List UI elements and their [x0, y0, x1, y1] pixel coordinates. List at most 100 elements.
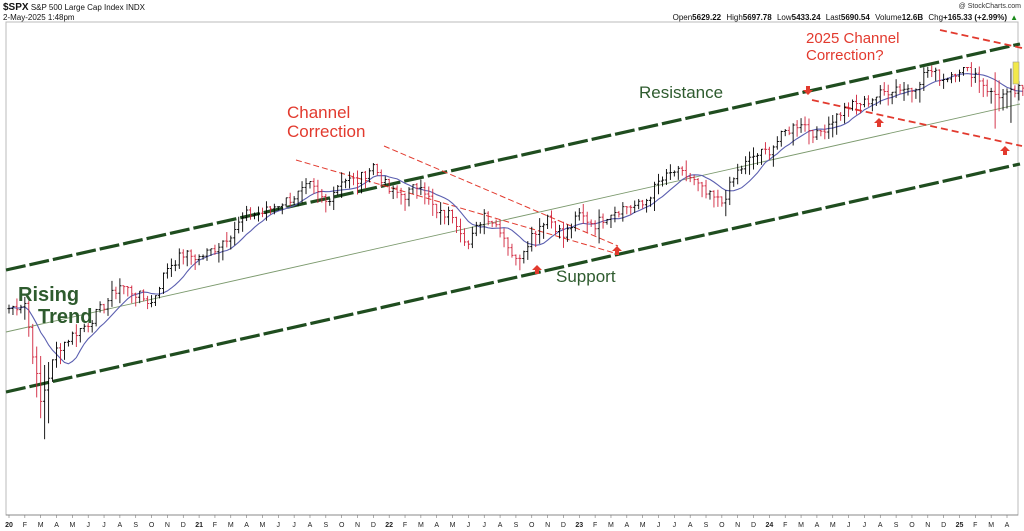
correction-2025-line2: Correction?	[806, 46, 884, 64]
x-tick-label: A	[434, 522, 439, 529]
x-tick-label: M	[260, 522, 266, 529]
x-tick-label: O	[719, 522, 725, 529]
channel-correction-line2: Correction	[287, 121, 366, 141]
open-value: 5629.22	[692, 13, 722, 22]
x-tick-label: S	[704, 522, 709, 529]
channel-correction-line1: Channel	[287, 103, 351, 122]
x-tick-label: M	[69, 522, 75, 529]
resistance-arrow	[803, 86, 813, 95]
x-tick-label: O	[149, 522, 155, 529]
open-label: Open	[672, 13, 693, 22]
datetime-row: 2-May-2025 1:48pm	[3, 13, 1024, 22]
correction-2022-upper-line	[383, 145, 619, 247]
x-tick-label: J	[277, 522, 281, 529]
x-tick-label: F	[23, 522, 27, 529]
x-tick-label: M	[830, 522, 836, 529]
x-tick-label: J	[863, 522, 867, 529]
quote-row: Open5629.22 High5697.78 Low5433.24 Last5…	[670, 13, 1018, 22]
x-tick-label: S	[514, 522, 519, 529]
x-tick-label: F	[593, 522, 597, 529]
x-tick-label: F	[783, 522, 787, 529]
x-tick-label: F	[973, 522, 977, 529]
correction-2025-line1: 2025 Channel	[806, 30, 900, 47]
symbol: $SPX	[3, 2, 29, 13]
x-tick-label: N	[545, 522, 550, 529]
correction-2025-arrow-2	[1000, 146, 1010, 155]
correction-2025-upper-line	[939, 29, 1023, 49]
up-arrow-icon: ▲	[1010, 13, 1018, 22]
chg-label: Chg	[928, 13, 944, 22]
correction-2025-arrow-1	[874, 118, 884, 127]
low-value: 5433.24	[791, 13, 821, 22]
low-label: Low	[776, 13, 792, 22]
x-tick-label: A	[244, 522, 249, 529]
x-tick-label: S	[133, 522, 138, 529]
x-tick-label: J	[102, 522, 106, 529]
x-tick-label: A	[688, 522, 693, 529]
x-tick-label: N	[165, 522, 170, 529]
moving-average-line	[8, 73, 1023, 365]
x-tick-label: D	[751, 522, 756, 529]
rising-trend-label: Rising Trend	[18, 284, 92, 328]
x-tick-label: A	[815, 522, 820, 529]
chart-header: $SPX S&P 500 Large Cap Index INDX	[3, 2, 1024, 13]
correction-2022-lower-line	[295, 159, 619, 255]
support-arrow-2	[612, 246, 622, 255]
x-tick-label: 20	[5, 522, 13, 529]
exchange: INDX	[125, 3, 145, 12]
x-tick-label: O	[529, 522, 535, 529]
x-tick-label: A	[878, 522, 883, 529]
x-tick-label: 25	[956, 522, 964, 529]
x-tick-label: J	[657, 522, 661, 529]
x-tick-label: A	[54, 522, 59, 529]
x-tick-label: D	[941, 522, 946, 529]
x-tick-label: 24	[765, 522, 773, 529]
x-tick-label: M	[38, 522, 44, 529]
plot-frame	[5, 21, 1019, 516]
x-tick-label: J	[292, 522, 296, 529]
x-tick-label: A	[1005, 522, 1010, 529]
rising-trend-line2: Trend	[38, 306, 93, 328]
x-tick-label: 22	[385, 522, 393, 529]
high-label: High	[726, 13, 743, 22]
x-tick-label: 23	[575, 522, 583, 529]
x-tick-label: F	[403, 522, 407, 529]
rising-trend-line1: Rising	[18, 284, 80, 306]
chg-value: +165.33 (+2.99%)	[943, 13, 1008, 22]
x-tick-label: F	[213, 522, 217, 529]
credit: @ StockCharts.com	[958, 3, 1021, 10]
x-tick-label: 21	[195, 522, 203, 529]
high-value: 5697.78	[742, 13, 772, 22]
x-tick-label: J	[847, 522, 851, 529]
resistance-label: Resistance	[639, 83, 724, 102]
x-tick-label: D	[371, 522, 376, 529]
x-tick-label: M	[798, 522, 804, 529]
x-tick-label: N	[355, 522, 360, 529]
resistance-line	[5, 42, 1021, 272]
x-tick-label: O	[909, 522, 915, 529]
last-price-highlight	[1012, 61, 1020, 85]
x-tick-label: D	[181, 522, 186, 529]
support-arrow-1	[532, 265, 542, 274]
x-tick-label: N	[925, 522, 930, 529]
x-tick-label: A	[498, 522, 503, 529]
channel-correction-label: Channel Correction	[287, 103, 366, 141]
x-tick-label: M	[228, 522, 234, 529]
volume-value: 12.6B	[901, 13, 924, 22]
x-tick-label: M	[418, 522, 424, 529]
x-tick-label: S	[323, 522, 328, 529]
x-tick-label: A	[308, 522, 313, 529]
channel-midline	[5, 103, 1021, 333]
x-tick-label: J	[86, 522, 90, 529]
x-tick-label: S	[894, 522, 899, 529]
volume-label: Volume	[875, 13, 902, 22]
x-tick-label: M	[640, 522, 646, 529]
x-tick-label: N	[735, 522, 740, 529]
x-tick-label: M	[608, 522, 614, 529]
datetime: 2-May-2025 1:48pm	[3, 13, 75, 22]
x-tick-label: M	[450, 522, 456, 529]
x-tick-label: M	[988, 522, 994, 529]
x-tick-label: D	[561, 522, 566, 529]
